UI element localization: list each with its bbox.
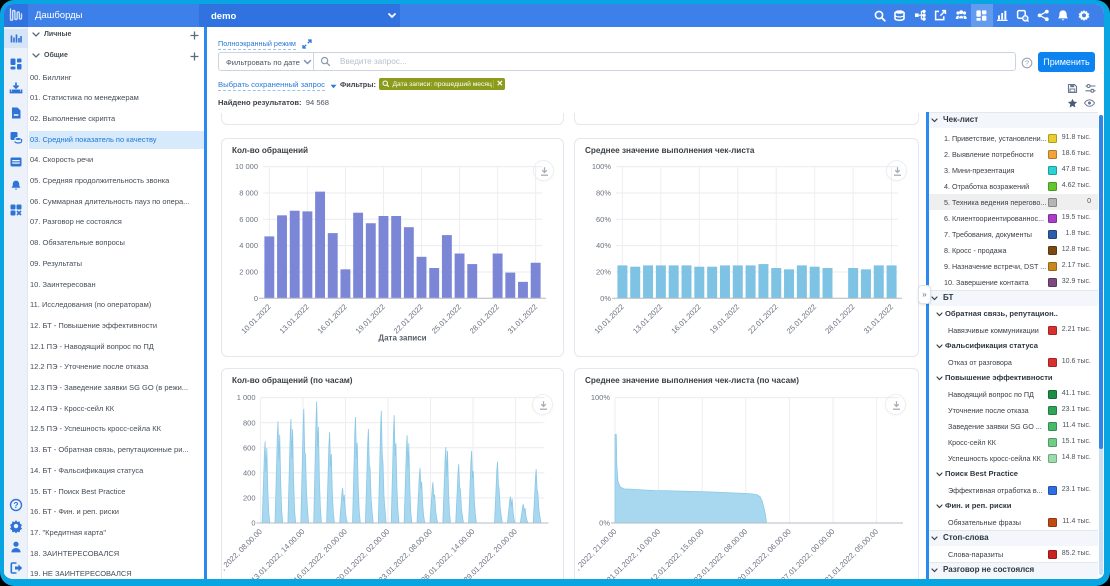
svg-text:25.01.2022: 25.01.2022 [430,302,463,335]
svg-text:, 2022, 21.00.00: , 2022, 21.00.00 [575,527,618,572]
svg-text:25.01.2022: 25.01.2022 [785,302,818,335]
svg-text:2 000: 2 000 [239,268,258,277]
svg-text:31.01.2022: 31.01.2022 [862,302,895,335]
svg-text:28.01.2022: 28.01.2022 [823,302,856,335]
svg-text:10.01.2022: 10.01.2022 [239,302,272,335]
svg-text:100%: 100% [591,393,611,402]
svg-text:0: 0 [254,294,258,303]
svg-text:22.01.2022: 22.01.2022 [392,302,425,335]
svg-text:800: 800 [243,418,256,427]
svg-text:0%: 0% [600,294,611,303]
svg-text:100%: 100% [592,162,612,171]
svg-text:?: ? [13,500,18,510]
svg-text:28.01.2022: 28.01.2022 [468,302,501,335]
svg-text:19.01.2022: 19.01.2022 [708,302,741,335]
svg-text:Дата записи: Дата записи [378,333,426,342]
svg-text:19.01.2022: 19.01.2022 [354,302,387,335]
svg-text:0: 0 [251,519,255,528]
svg-text:16.01.2022: 16.01.2022 [316,302,349,335]
svg-text:, 2022, 08.00.00: , 2022, 08.00.00 [222,527,264,572]
svg-text:16.01.2022: 16.01.2022 [669,302,702,335]
svg-text:600: 600 [243,443,256,452]
svg-text:6 000: 6 000 [239,215,258,224]
svg-text:80%: 80% [596,189,611,198]
svg-text:13.01.2022: 13.01.2022 [631,302,664,335]
svg-text:?: ? [1025,58,1029,67]
svg-text:10.01.2022: 10.01.2022 [593,302,626,335]
svg-text:40%: 40% [596,241,611,250]
svg-text:13.01.2022: 13.01.2022 [278,302,311,335]
svg-text:22.01.2022: 22.01.2022 [746,302,779,335]
svg-text:8 000: 8 000 [239,189,258,198]
svg-text:31.01.2022: 31.01.2022 [506,302,539,335]
svg-text:400: 400 [243,468,256,477]
svg-text:0%: 0% [599,519,610,528]
svg-text:200: 200 [243,494,256,503]
svg-text:10 000: 10 000 [235,162,258,171]
svg-text:20%: 20% [596,268,611,277]
svg-text:4 000: 4 000 [239,241,258,250]
svg-text:60%: 60% [596,215,611,224]
svg-text:1 000: 1 000 [237,393,256,402]
